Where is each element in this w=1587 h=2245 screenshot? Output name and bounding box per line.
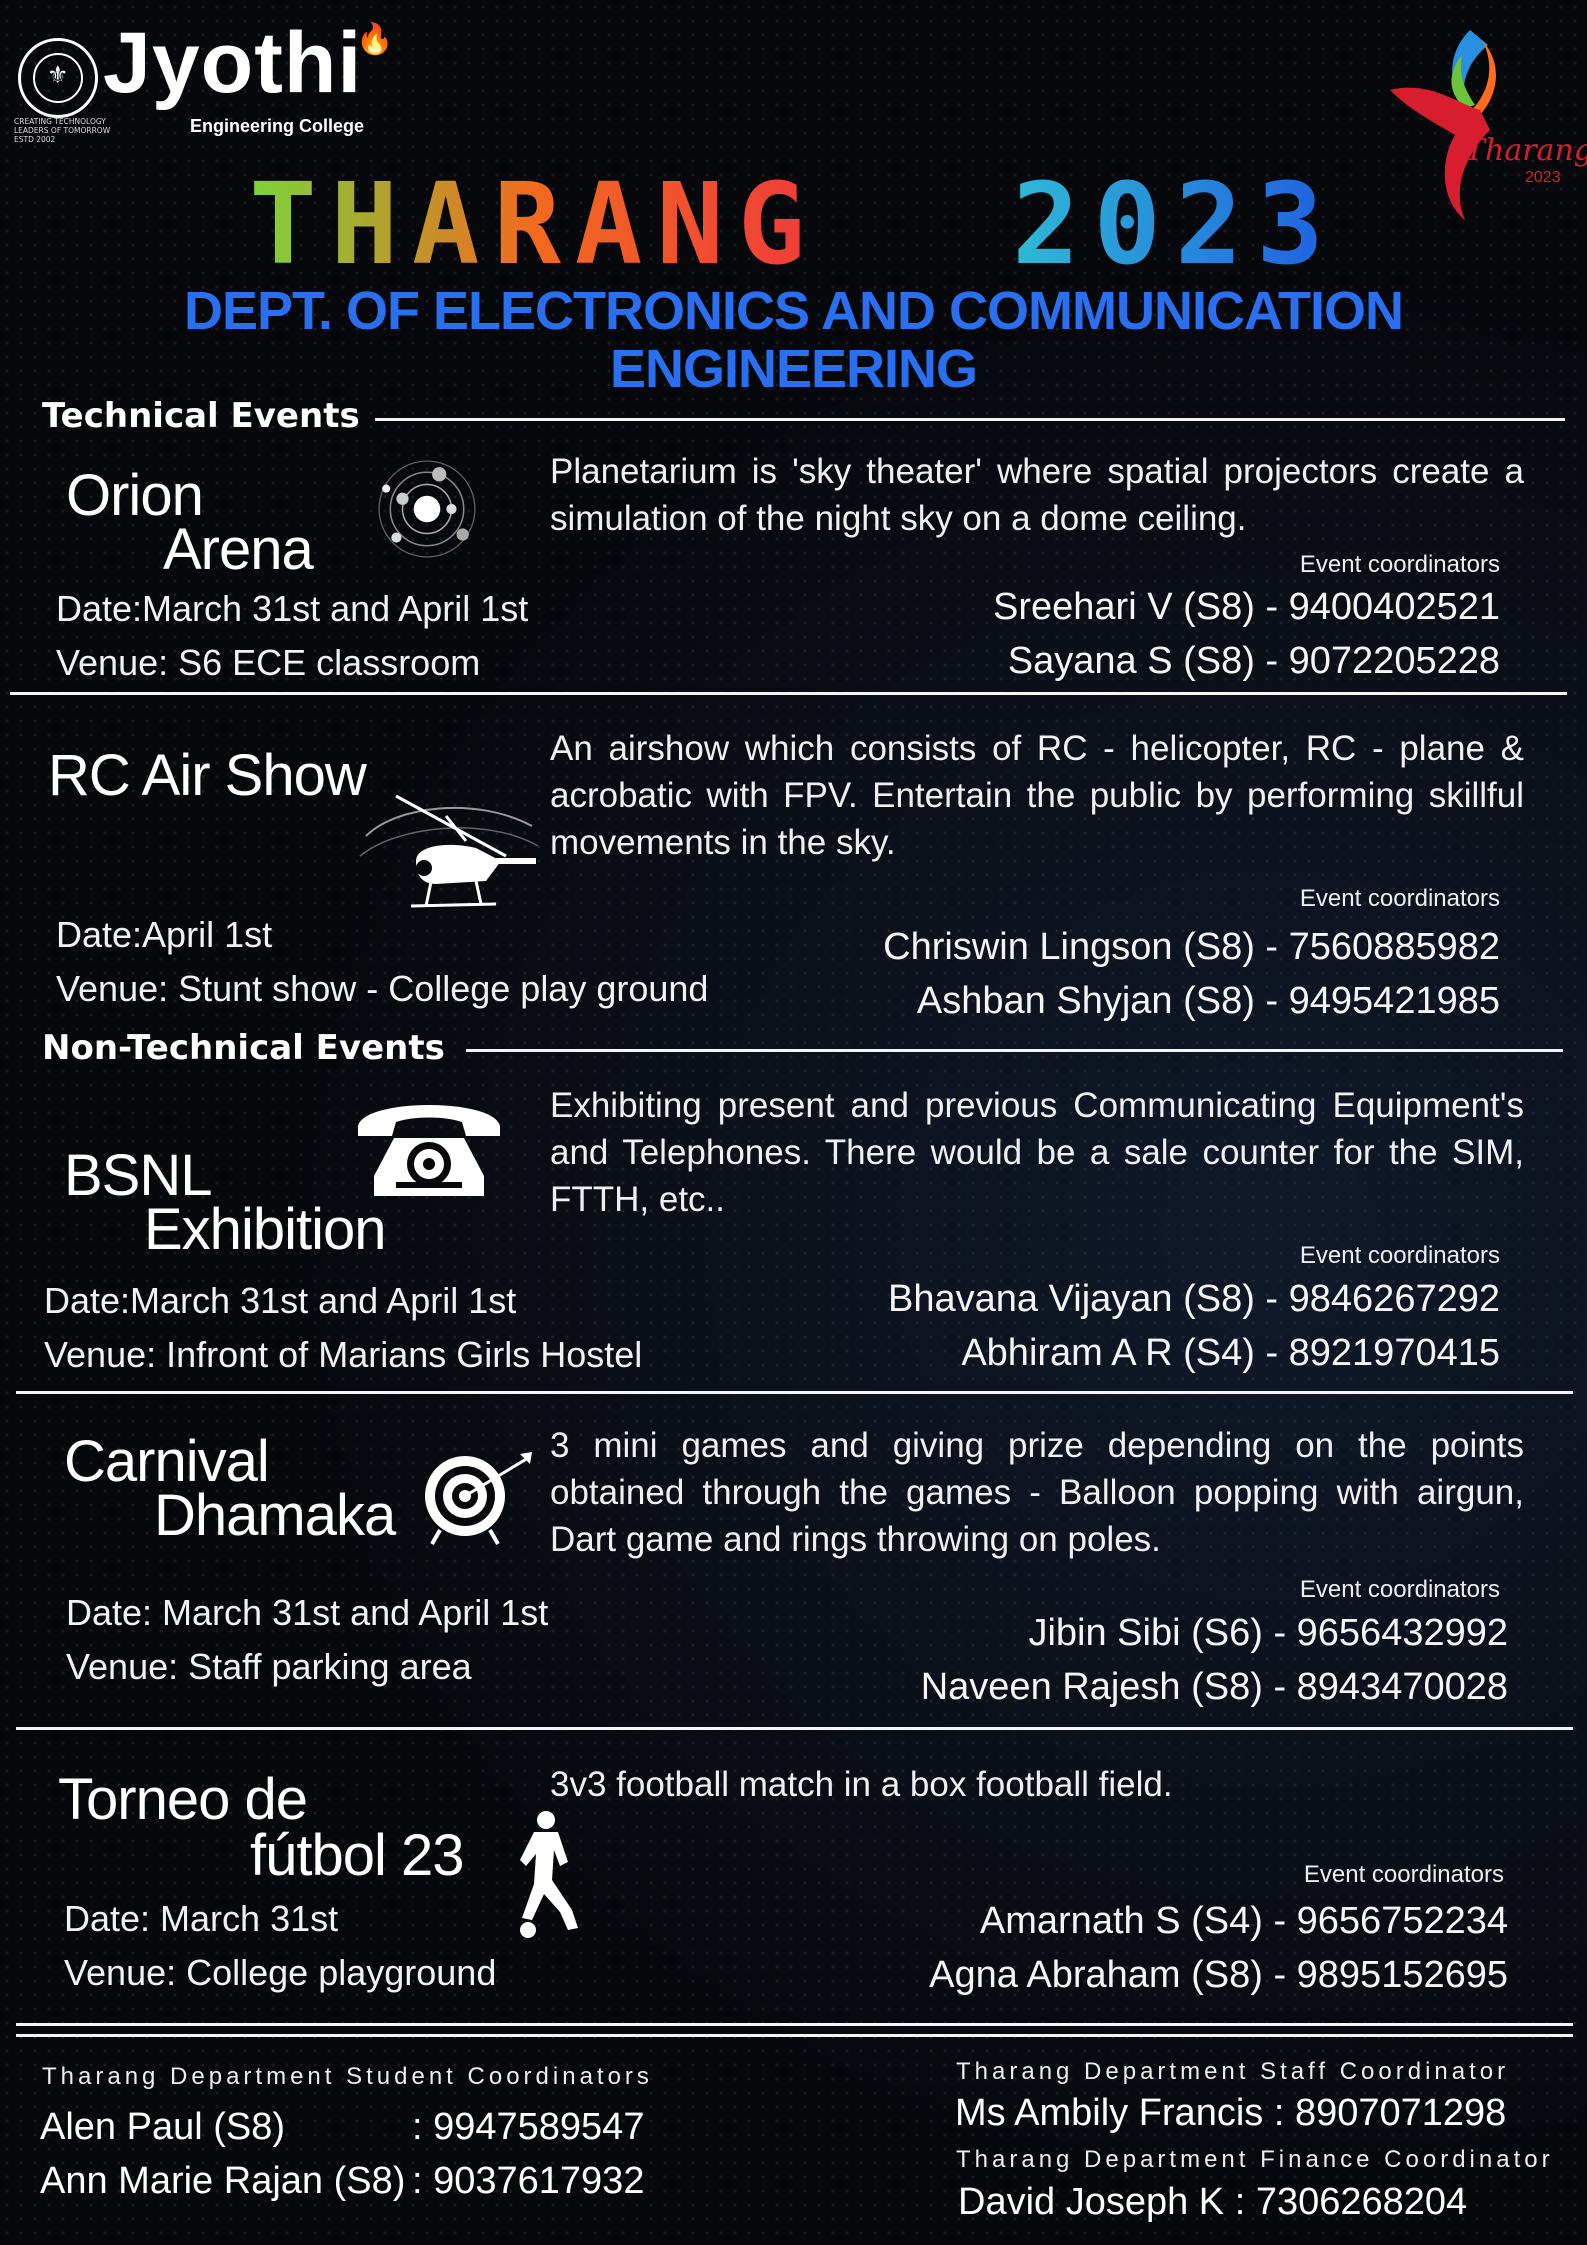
event-name: Exhibition xyxy=(144,1197,386,1262)
student-coordinators-heading: Tharang Department Student Coordinators xyxy=(42,2063,653,2090)
title-year: 2023 xyxy=(1012,160,1338,290)
seal-inner-ring xyxy=(33,53,83,103)
football-player-icon xyxy=(520,1811,578,1938)
divider xyxy=(16,1391,1573,1394)
event-date: Date:April 1st xyxy=(56,914,273,955)
coordinator-entry: Abhiram A R (S4) - 8921970415 xyxy=(961,1332,1500,1374)
department-heading: DEPT. OF ELECTRONICS AND COMMUNICATION E… xyxy=(0,282,1587,398)
event-venue: Venue: Stunt show - College play ground xyxy=(56,968,709,1009)
coordinator-entry: Naveen Rajesh (S8) - 8943470028 xyxy=(920,1666,1508,1708)
department-line: DEPT. OF ELECTRONICS AND COMMUNICATION xyxy=(184,281,1404,341)
seal-caption-line: ESTD 2002 xyxy=(14,135,56,144)
event-name: Orion xyxy=(66,463,204,528)
college-seal: ⚜ xyxy=(18,38,98,118)
coordinator-entry: Bhavana Vijayan (S8) - 9846267292 xyxy=(888,1278,1500,1320)
seal-emblem-icon: ⚜ xyxy=(47,61,69,89)
event-description: Exhibiting present and previous Communic… xyxy=(550,1086,1524,1219)
footer-divider xyxy=(16,2034,1573,2037)
footer-divider xyxy=(16,2023,1573,2026)
title-word: THARANG xyxy=(249,160,820,290)
logo-torch xyxy=(1390,87,1490,221)
staff-coordinator-heading: Tharang Department Staff Coordinator xyxy=(956,2058,1510,2085)
event-name: RC Air Show xyxy=(48,743,367,808)
event-date: Date:March 31st and April 1st xyxy=(56,588,529,629)
seal-caption-line: LEADERS OF TOMORROW xyxy=(14,126,111,135)
dartboard-icon xyxy=(425,1452,532,1545)
coordinators-heading: Event coordinators xyxy=(1299,1576,1500,1603)
event-venue: Venue: College playground xyxy=(64,1952,497,1993)
logo-flame-green xyxy=(1451,55,1475,108)
coordinators-heading: Event coordinators xyxy=(1299,885,1500,912)
event-name: fútbol 23 xyxy=(250,1823,465,1888)
event-date: Date: March 31st and April 1st xyxy=(66,1592,549,1633)
logo-text: Tharang xyxy=(1465,133,1587,168)
event-venue: Venue: Staff parking area xyxy=(66,1646,472,1687)
planet-system-icon xyxy=(378,460,476,558)
coordinator-entry: Chriswin Lingson (S8) - 7560885982 xyxy=(883,926,1500,968)
event-name: Torneo de xyxy=(58,1767,308,1832)
event-title: THARANG 2023 xyxy=(0,160,1587,290)
event-name: Arena xyxy=(163,517,314,582)
coordinator-entry: Ashban Shyjan (S8) - 9495421985 xyxy=(916,980,1500,1022)
coordinators-heading: Event coordinators xyxy=(1299,551,1500,578)
divider xyxy=(10,692,1567,695)
college-subtitle: Engineering College xyxy=(190,116,365,136)
tharang-logo: Tharang 2023 xyxy=(1390,30,1587,221)
section-heading-non-technical: Non-Technical Events xyxy=(42,1028,445,1068)
event-venue: Venue: Infront of Marians Girls Hostel xyxy=(44,1334,643,1375)
flame-icon: 🔥 xyxy=(356,22,394,57)
event-date: Date: March 31st xyxy=(64,1898,339,1939)
seal-caption-line: CREATING TECHNOLOGY xyxy=(14,117,106,126)
department-line: ENGINEERING xyxy=(609,339,978,399)
college-name: Jyothi xyxy=(103,15,363,111)
coordinator-entry: Sayana S (S8) - 9072205228 xyxy=(1007,640,1500,682)
student-coordinator-name: Ann Marie Rajan (S8) xyxy=(40,2160,406,2202)
student-coordinator-phone: : 9947589547 xyxy=(412,2106,645,2148)
helicopter-icon xyxy=(359,794,539,908)
event-name: BSNL xyxy=(64,1143,213,1208)
logo-year: 2023 xyxy=(1525,169,1561,186)
event-description: 3 mini games and giving prize depending … xyxy=(550,1426,1524,1559)
event-description: An airshow which consists of RC - helico… xyxy=(550,729,1524,862)
finance-coordinator: David Joseph K : 7306268204 xyxy=(958,2181,1468,2223)
seal-caption: CREATING TECHNOLOGY LEADERS OF TOMORROW … xyxy=(14,117,110,144)
event-name: Dhamaka xyxy=(154,1483,396,1548)
section-rule xyxy=(466,1049,1563,1052)
coordinator-entry: Sreehari V (S8) - 9400402521 xyxy=(993,586,1500,628)
logo-flame-orange xyxy=(1472,40,1496,115)
coordinator-entry: Agna Abraham (S8) - 9895152695 xyxy=(929,1954,1508,1996)
section-rule xyxy=(375,418,1565,421)
coordinator-entry: Jibin Sibi (S6) - 9656432992 xyxy=(1028,1612,1508,1654)
finance-coordinator-heading: Tharang Department Finance Coordinator xyxy=(956,2146,1554,2173)
student-coordinator-phone: : 9037617932 xyxy=(412,2160,645,2202)
event-description: Planetarium is 'sky theater' where spati… xyxy=(550,452,1524,538)
event-description: 3v3 football match in a box football fie… xyxy=(550,1765,1173,1804)
coordinator-entry: Amarnath S (S4) - 9656752234 xyxy=(979,1900,1508,1942)
telephone-icon xyxy=(358,1105,500,1196)
staff-coordinator: Ms Ambily Francis : 8907071298 xyxy=(955,2092,1507,2134)
divider xyxy=(16,1727,1573,1730)
coordinators-heading: Event coordinators xyxy=(1303,1861,1504,1888)
event-name: Carnival xyxy=(64,1429,270,1494)
section-heading-technical: Technical Events xyxy=(42,396,360,436)
event-date: Date:March 31st and April 1st xyxy=(44,1280,517,1321)
coordinators-heading: Event coordinators xyxy=(1299,1242,1500,1269)
student-coordinator-name: Alen Paul (S8) xyxy=(40,2106,286,2148)
event-venue: Venue: S6 ECE classroom xyxy=(56,642,481,683)
